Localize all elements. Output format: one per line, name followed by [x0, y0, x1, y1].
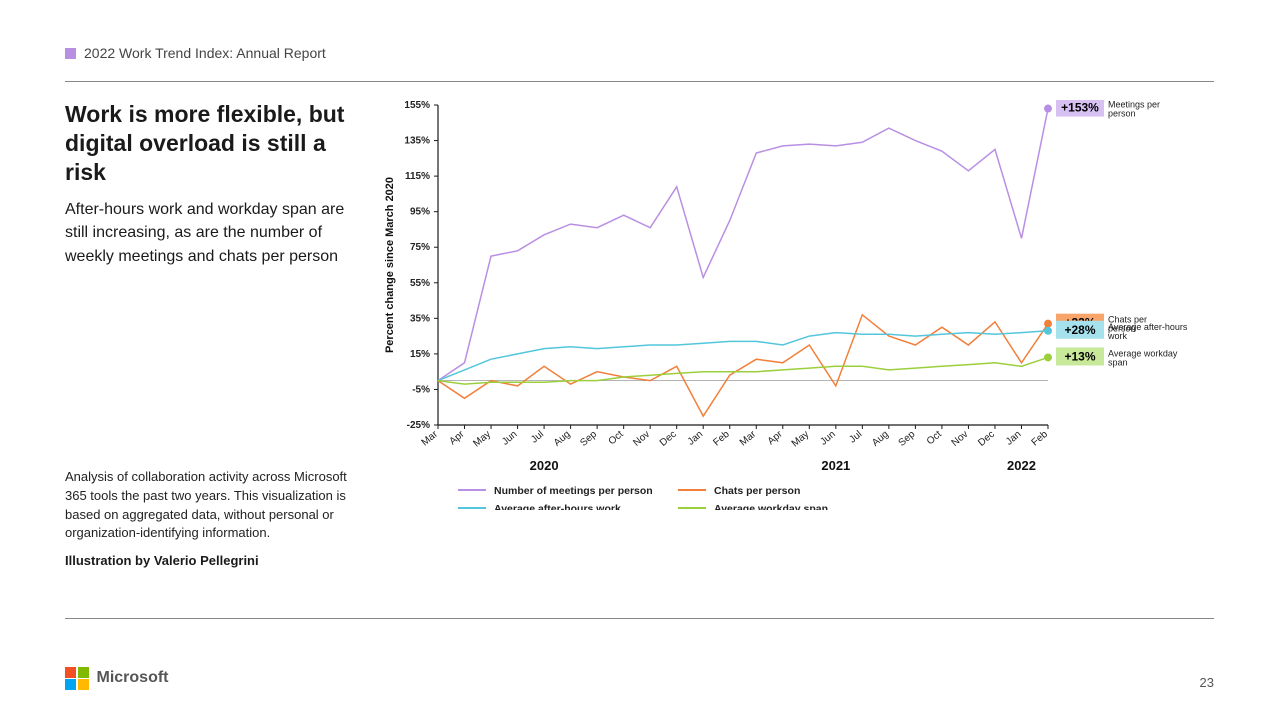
svg-text:115%: 115%	[405, 171, 430, 182]
line-chart: -25% -5% 15% 35% 55% 75% 95% 115% 135% 155% Percen…	[375, 100, 1195, 510]
svg-text:Sep: Sep	[897, 429, 918, 449]
svg-text:Dec: Dec	[976, 429, 997, 449]
svg-text:+28%: +28%	[1064, 323, 1095, 337]
svg-text:Aug: Aug	[552, 429, 573, 449]
svg-text:Jul: Jul	[847, 429, 864, 446]
svg-text:Oct: Oct	[925, 429, 944, 448]
illustration-credit: Illustration by Valerio Pellegrini	[65, 553, 355, 568]
svg-text:35%: 35%	[410, 313, 430, 324]
svg-text:span: span	[1108, 357, 1128, 367]
brand-footer: Microsoft	[65, 667, 169, 691]
page-title: Work is more flexible, but digital overl…	[65, 100, 355, 186]
svg-text:Jan: Jan	[1004, 429, 1023, 448]
svg-text:75%: 75%	[410, 242, 430, 253]
svg-text:Mar: Mar	[420, 428, 441, 448]
svg-text:2020: 2020	[530, 458, 559, 473]
page-subtitle: After-hours work and workday span are st…	[65, 198, 355, 268]
svg-text:Dec: Dec	[658, 429, 679, 449]
divider-top	[65, 81, 1214, 82]
svg-text:Chats per person: Chats per person	[714, 485, 800, 497]
svg-text:Jan: Jan	[686, 429, 705, 448]
svg-text:person: person	[1108, 109, 1136, 119]
svg-text:Aug: Aug	[870, 429, 891, 449]
svg-text:-25%: -25%	[407, 420, 430, 431]
svg-text:155%: 155%	[404, 100, 430, 111]
divider-bottom	[65, 618, 1214, 619]
svg-text:Jul: Jul	[529, 429, 546, 446]
svg-text:-5%: -5%	[412, 384, 430, 395]
svg-text:Sep: Sep	[578, 429, 599, 449]
svg-text:Apr: Apr	[447, 428, 467, 447]
svg-text:Feb: Feb	[1030, 429, 1051, 449]
report-tag: 2022 Work Trend Index: Annual Report	[65, 45, 1214, 61]
svg-text:Nov: Nov	[950, 429, 971, 449]
svg-text:+153%: +153%	[1061, 101, 1099, 115]
svg-text:work: work	[1107, 331, 1128, 341]
svg-text:Oct: Oct	[607, 429, 626, 448]
report-tag-marker	[65, 48, 76, 59]
report-tag-label: 2022 Work Trend Index: Annual Report	[84, 45, 326, 61]
svg-text:Jun: Jun	[500, 429, 519, 448]
svg-text:Nov: Nov	[631, 429, 652, 449]
svg-text:2021: 2021	[821, 458, 850, 473]
svg-text:55%: 55%	[410, 278, 430, 289]
footnote: Analysis of collaboration activity acros…	[65, 468, 355, 543]
brand-name: Microsoft	[97, 669, 169, 687]
svg-text:135%: 135%	[404, 136, 430, 147]
svg-text:Average workday span: Average workday span	[714, 503, 828, 510]
svg-text:Mar: Mar	[738, 428, 759, 448]
svg-text:Apr: Apr	[766, 428, 786, 447]
svg-text:15%: 15%	[410, 349, 430, 360]
svg-text:May: May	[790, 429, 812, 450]
svg-text:Average after-hours work: Average after-hours work	[494, 503, 621, 510]
svg-text:Percent change since March 202: Percent change since March 2020	[384, 177, 396, 353]
svg-text:2022: 2022	[1007, 458, 1036, 473]
svg-text:95%: 95%	[410, 207, 430, 218]
page-number: 23	[1200, 675, 1214, 690]
svg-text:May: May	[471, 429, 493, 450]
svg-text:+13%: +13%	[1064, 349, 1095, 363]
microsoft-logo-icon	[65, 667, 89, 691]
svg-text:Number of meetings per person: Number of meetings per person	[494, 485, 653, 497]
svg-text:Feb: Feb	[711, 429, 732, 449]
svg-text:Jun: Jun	[818, 429, 837, 448]
chart-container: -25% -5% 15% 35% 55% 75% 95% 115% 135% 155% Percen…	[375, 100, 1195, 600]
